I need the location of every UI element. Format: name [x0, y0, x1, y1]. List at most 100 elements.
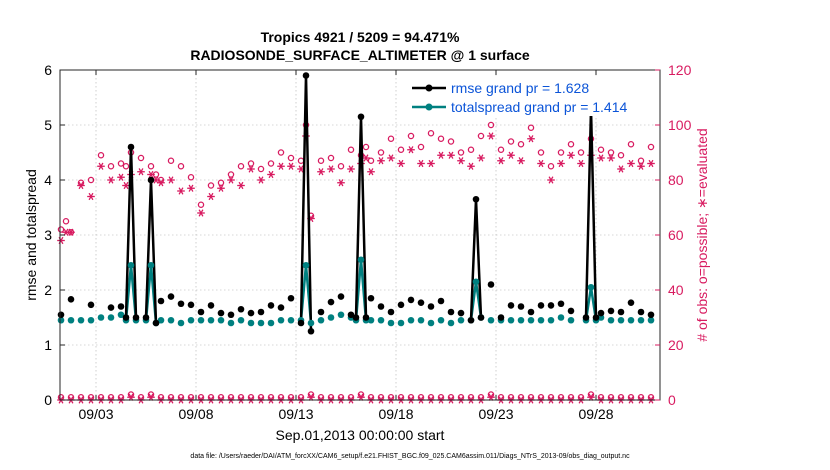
- rmse-marker: [367, 294, 375, 302]
- y-left-tick-label: 5: [44, 117, 52, 133]
- spread-marker: [257, 319, 265, 327]
- spread-marker: [647, 316, 655, 324]
- x-tick-label: 09/13: [278, 406, 313, 422]
- rmse-marker: [87, 301, 95, 309]
- obs-possible-marker: [177, 162, 185, 170]
- spread-marker: [587, 283, 595, 291]
- obs-evaluated-marker: [487, 393, 495, 401]
- rmse-marker: [387, 308, 395, 316]
- obs-evaluated-marker: [257, 176, 265, 184]
- obs-evaluated-marker: [147, 170, 155, 179]
- obs-possible-marker: [122, 162, 130, 170]
- y-axis-left-label: rmse and totalspread: [23, 169, 39, 301]
- obs-evaluated-marker: [237, 181, 245, 190]
- rmse-marker: [337, 293, 345, 300]
- obs-evaluated-marker: [617, 165, 625, 173]
- legend-box: [404, 76, 604, 116]
- obs-possible-marker: [227, 171, 235, 178]
- rmse-marker: [582, 314, 590, 321]
- rmse-marker: [142, 314, 150, 321]
- spread-marker: [397, 319, 405, 327]
- obs-evaluated-marker: [327, 165, 335, 173]
- y-right-tick-label: 80: [668, 172, 684, 188]
- spread-marker: [507, 316, 515, 324]
- spread-marker: [167, 316, 175, 324]
- rmse-marker: [157, 297, 165, 305]
- spread-marker: [407, 316, 415, 324]
- obs-possible-marker: [597, 146, 605, 153]
- obs-evaluated-marker: [407, 146, 415, 154]
- obs-evaluated-marker: [647, 159, 655, 168]
- obs-evaluated-marker: [217, 184, 225, 192]
- rmse-marker: [467, 316, 475, 324]
- obs-possible-marker: [362, 143, 370, 151]
- obs-possible-marker: [317, 157, 325, 164]
- x-tick-label: 09/18: [378, 406, 413, 422]
- rmse-marker: [347, 311, 355, 319]
- rmse-line: [299, 74, 313, 332]
- axis-ticks: 09/03 09/08 09/13 09/18 09/23 09/280123456020…: [44, 62, 691, 422]
- spread-marker: [472, 278, 480, 286]
- obs-evaluated-marker: [497, 157, 505, 165]
- spread-marker: [217, 316, 225, 324]
- rmse-marker: [557, 300, 565, 308]
- obs-evaluated-marker: [337, 179, 345, 187]
- rmse-marker: [627, 299, 635, 306]
- spread-marker: [227, 319, 235, 327]
- y-right-tick-label: 0: [668, 392, 676, 408]
- rmse-marker: [257, 308, 265, 316]
- obs-evaluated-marker: [437, 151, 445, 159]
- obs-evaluated-marker: [362, 154, 370, 162]
- obs-possible-marker: [187, 173, 195, 181]
- obs-possible-marker: [217, 179, 225, 186]
- y-left-tick-label: 1: [44, 337, 52, 353]
- series-layer: [57, 72, 655, 335]
- rmse-marker: [497, 314, 505, 321]
- rmse-marker: [277, 304, 285, 311]
- spread-marker: [147, 261, 155, 269]
- obs-evaluated-marker: [197, 209, 205, 217]
- rmse-marker: [207, 302, 215, 309]
- obs-possible-marker: [467, 146, 475, 153]
- spread-marker: [187, 316, 195, 324]
- rmse-marker: [397, 301, 405, 309]
- rmse-marker: [547, 302, 555, 309]
- obs-evaluated-marker: [527, 135, 535, 143]
- data-file-footer: data file: /Users/raeder/DAI/ATM_forcXX/…: [190, 453, 630, 460]
- spread-marker: [537, 316, 545, 324]
- obs-evaluated-marker: [447, 151, 455, 159]
- obs-possible-marker: [137, 154, 145, 162]
- rmse-marker: [127, 143, 135, 151]
- rmse-marker: [472, 195, 480, 203]
- obs-evaluated-marker: [127, 393, 135, 401]
- obs-evaluated-marker: [157, 179, 165, 187]
- obs-possible-marker: [607, 149, 615, 156]
- spread-marker: [487, 316, 495, 324]
- obs-possible-marker: [197, 201, 205, 208]
- obs-possible-marker: [627, 140, 635, 148]
- spread-marker: [57, 316, 65, 324]
- obs-possible-marker: [507, 138, 515, 145]
- obs-evaluated-marker: [397, 159, 405, 168]
- obs-evaluated-marker: [247, 165, 255, 173]
- obs-evaluated-marker: [87, 192, 95, 201]
- spread-marker: [387, 319, 395, 327]
- obs-possible-marker: [297, 157, 305, 164]
- obs-possible-marker: [277, 149, 285, 156]
- obs-evaluated-marker: [477, 154, 485, 162]
- obs-possible-marker: [417, 143, 425, 151]
- obs-evaluated-marker: [107, 176, 115, 184]
- rmse-marker: [457, 309, 465, 317]
- x-tick-label: 09/08: [178, 406, 213, 422]
- rmse-marker: [487, 281, 495, 288]
- spread-marker: [417, 316, 425, 324]
- y-right-tick-label: 100: [668, 117, 692, 133]
- y-axis-right-label: # of obs: o=possible; ∗=evaluated: [694, 128, 710, 341]
- y-left-tick-label: 6: [44, 62, 52, 78]
- obs-possible-marker: [237, 162, 245, 170]
- rmse-marker: [317, 308, 325, 316]
- spread-marker: [197, 316, 205, 324]
- obs-possible-marker: [397, 146, 405, 153]
- spread-marker: [237, 316, 245, 324]
- obs-evaluated-marker: [637, 162, 645, 170]
